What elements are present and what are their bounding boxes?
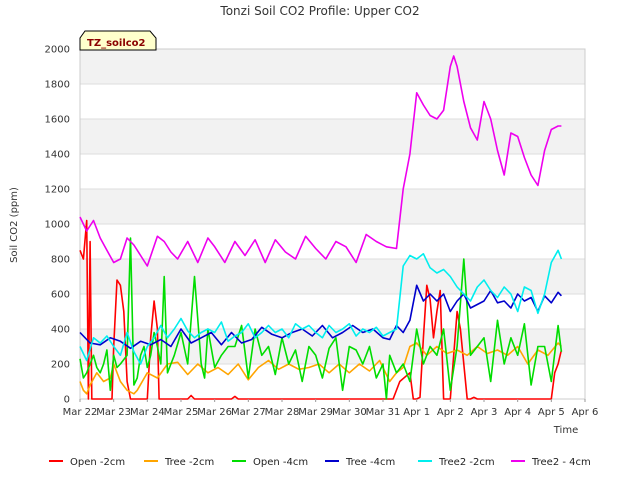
y-tick-label: 1000	[45, 220, 70, 231]
series-line-open-4cm	[79, 237, 563, 400]
x-tick-label: Apr 5	[538, 407, 565, 418]
background-band	[80, 119, 585, 154]
x-tick-label: Apr 3	[471, 407, 498, 418]
x-tick-label: Mar 23	[96, 407, 131, 418]
y-axis-ticks: 0 200 400 600 800 1000 1200 1400 1600 1800 2000	[45, 45, 70, 406]
x-tick-label: Mar 22	[63, 407, 98, 418]
x-tick-label: Apr 1	[403, 407, 430, 418]
y-tick-label: 1800	[45, 80, 70, 91]
x-axis-label: Time	[553, 425, 578, 436]
y-tick-label: 1400	[45, 150, 70, 161]
x-tick-label: Mar 27	[231, 407, 266, 418]
legend-label: Open -4cm	[253, 457, 308, 468]
legend-item-tree-2cm: Tree -2cm	[144, 457, 214, 468]
legend-label: Tree2 -2cm	[438, 457, 495, 468]
legend: Open -2cm Tree -2cm Open -4cm Tree -4cm Tree…	[49, 457, 591, 468]
x-tick-label: Mar 29	[298, 407, 333, 418]
y-tick-label: 2000	[45, 45, 70, 56]
legend-label: Tree2 - 4cm	[531, 457, 591, 468]
y-tick-label: 800	[51, 255, 70, 266]
legend-item-tree-4cm: Tree -4cm	[325, 457, 395, 468]
y-axis-label: Soil CO2 (ppm)	[9, 187, 20, 263]
background-band	[80, 49, 585, 84]
series-lines	[79, 55, 563, 400]
legend-label: Tree -2cm	[164, 457, 214, 468]
series-line-open-2cm	[79, 219, 563, 400]
background-band	[80, 84, 585, 119]
background-band	[80, 154, 585, 189]
x-tick-label: Mar 25	[164, 407, 199, 418]
background-band	[80, 294, 585, 329]
y-tick-label: 1200	[45, 185, 70, 196]
y-tick-label: 400	[51, 325, 70, 336]
series-line-tree2-4cm	[79, 55, 562, 267]
series-line-tree2-2cm	[79, 249, 563, 365]
legend-label: Open -2cm	[70, 457, 125, 468]
y-tick-label: 0	[64, 395, 70, 406]
legend-item-open-4cm: Open -4cm	[232, 457, 308, 468]
chart-title: Tonzi Soil CO2 Profile: Upper CO2	[219, 4, 419, 18]
x-tick-label: Mar 24	[130, 407, 165, 418]
x-tick-label: Apr 6	[572, 407, 599, 418]
x-tick-label: Mar 28	[265, 407, 300, 418]
y-tick-label: 600	[51, 290, 70, 301]
y-tick-label: 200	[51, 360, 70, 371]
y-tick-label: 1600	[45, 115, 70, 126]
legend-item-tree2-4cm: Tree2 - 4cm	[511, 457, 591, 468]
site-label-box: TZ_soilco2	[79, 30, 157, 51]
x-tick-label: Mar 31	[366, 407, 401, 418]
background-band	[80, 259, 585, 294]
x-tick-label: Mar 30	[332, 407, 367, 418]
site-label: TZ_soilco2	[87, 38, 146, 49]
legend-item-tree2-2cm: Tree2 -2cm	[418, 457, 495, 468]
legend-item-open-2cm: Open -2cm	[49, 457, 125, 468]
legend-label: Tree -4cm	[345, 457, 395, 468]
x-tick-label: Apr 2	[437, 407, 464, 418]
x-tick-label: Mar 26	[197, 407, 232, 418]
background-band	[80, 189, 585, 224]
x-tick-label: Apr 4	[504, 407, 531, 418]
